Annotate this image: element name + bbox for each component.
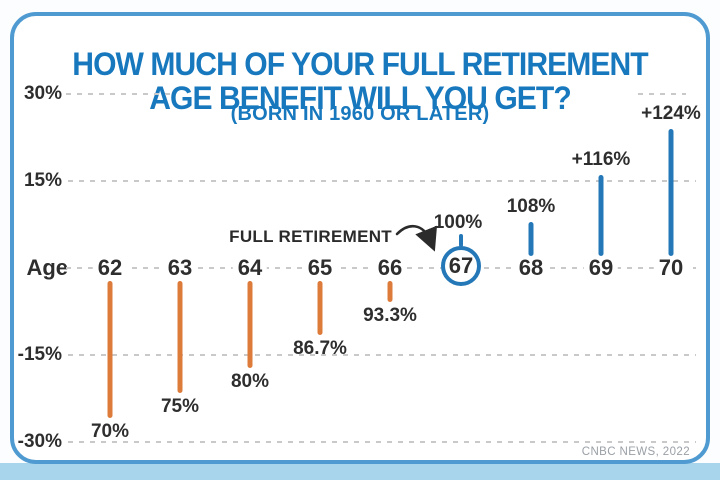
value-label: +116% — [571, 149, 631, 171]
chart-title-line2: AGE BENEFIT WILL YOU GET? — [149, 80, 572, 117]
value-label: 75% — [160, 396, 200, 417]
chart-title: HOW MUCH OF YOUR FULL RETIREMENT AGE BENE… — [22, 48, 699, 116]
age-label: 64 — [232, 255, 268, 281]
source-credit: CNBC NEWS, 2022 — [581, 446, 690, 458]
value-label: 93.3% — [363, 304, 417, 326]
gridline — [68, 180, 696, 182]
benefit-bar-below — [177, 281, 183, 393]
chart-subtitle: (BORN IN 1960 OR LATER) — [230, 103, 490, 125]
benefit-bar-below — [247, 281, 253, 368]
value-label: 108% — [506, 195, 556, 217]
value-label: 100% — [433, 212, 483, 233]
benefit-bar-above — [528, 221, 534, 256]
x-axis-label: Age — [14, 253, 72, 283]
bottom-strip — [0, 463, 720, 480]
benefit-bar-above — [668, 128, 674, 256]
y-axis-tick-label: -30% — [17, 431, 62, 452]
chart-card — [10, 12, 710, 464]
age-label: 62 — [92, 255, 128, 281]
age-label: 66 — [372, 255, 408, 281]
gridline — [66, 93, 174, 95]
age-label: 68 — [513, 255, 549, 281]
annotation-arrow-icon — [395, 225, 438, 252]
age-label: 69 — [583, 255, 619, 281]
age-label: 65 — [302, 255, 338, 281]
benefit-bar-below — [107, 281, 113, 418]
full-retirement-annotation: FULL RETIREMENT — [229, 227, 392, 246]
y-axis-tick-label: 30% — [23, 83, 62, 104]
age-label: 63 — [162, 255, 198, 281]
value-label: 86.7% — [293, 337, 347, 359]
age-label-circled: 67 — [441, 246, 481, 286]
benefit-bar-above — [598, 175, 604, 256]
value-label: 70% — [90, 421, 130, 442]
gridline — [68, 441, 696, 443]
gridline — [638, 93, 686, 95]
value-label: 80% — [230, 371, 270, 392]
full-retirement-tick — [459, 234, 463, 247]
benefit-bar-below — [317, 281, 323, 335]
value-label: +124% — [641, 102, 701, 124]
y-axis-tick-label: 15% — [23, 170, 62, 191]
gridline — [68, 354, 696, 356]
y-axis-tick-label: -15% — [17, 344, 62, 365]
chart-title-line1: HOW MUCH OF YOUR FULL RETIREMENT — [72, 46, 648, 83]
benefit-bar-below — [387, 281, 393, 302]
age-label: 70 — [653, 255, 689, 281]
